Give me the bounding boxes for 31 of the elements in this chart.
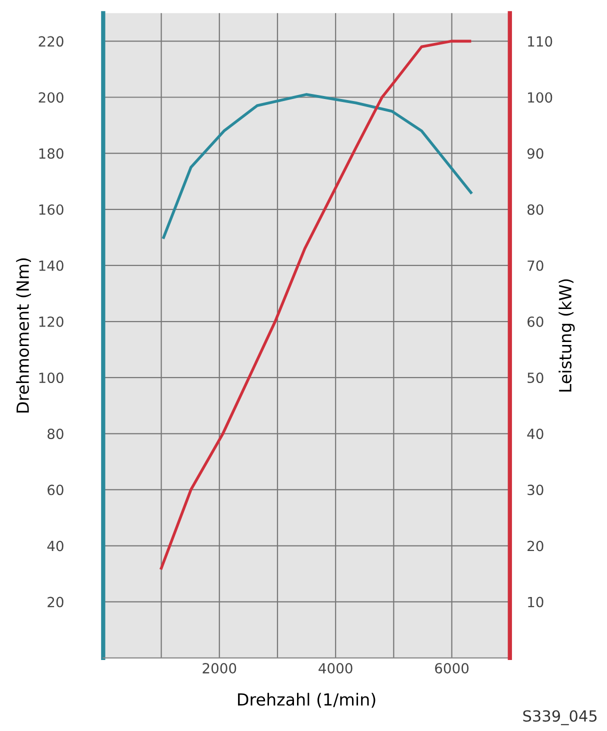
line-series bbox=[160, 40, 472, 570]
y-tick-label: 140 bbox=[39, 260, 64, 271]
y-tick-label: 180 bbox=[39, 148, 64, 159]
y2-tick-label: 80 bbox=[527, 204, 544, 215]
y2-tick-label: 10 bbox=[528, 596, 544, 608]
y-tick-label: 80 bbox=[48, 428, 64, 440]
y2-tick-label: 40 bbox=[527, 428, 544, 440]
line-series bbox=[162, 93, 472, 239]
y2-tick-label: 20 bbox=[528, 540, 544, 552]
y2-tick-label: 50 bbox=[528, 372, 544, 384]
y2-tick-label: 30 bbox=[528, 484, 544, 496]
y-tick-label: 20 bbox=[48, 596, 64, 608]
y2-tick-label: 110 bbox=[528, 36, 552, 47]
y-axis-title: Drehmoment (Nm) bbox=[16, 258, 31, 412]
y-tick-label: 160 bbox=[39, 204, 64, 215]
y-tick-label: 60 bbox=[48, 484, 64, 496]
y2-tick-label: 70 bbox=[528, 260, 544, 271]
y2-tick-label: 100 bbox=[528, 92, 552, 103]
y-tick-label: 40 bbox=[47, 540, 64, 552]
y2-tick-label: 60 bbox=[528, 316, 544, 327]
x-axis-title: Drehzahl (1/min) bbox=[238, 692, 376, 708]
y2-axis-title: Leistung (kW) bbox=[558, 279, 575, 392]
x-tick-label: 2000 bbox=[202, 663, 236, 674]
y-tick-label: 200 bbox=[38, 92, 64, 103]
x-tick-label: 4000 bbox=[318, 663, 352, 674]
x-tick-label: 6000 bbox=[435, 663, 469, 674]
text: S339_045 bbox=[523, 710, 597, 726]
y-tick-label: 100 bbox=[39, 372, 64, 384]
y-tick-label: 220 bbox=[38, 36, 64, 47]
y-tick-label: 120 bbox=[39, 316, 64, 327]
y2-tick-label: 90 bbox=[527, 148, 544, 159]
